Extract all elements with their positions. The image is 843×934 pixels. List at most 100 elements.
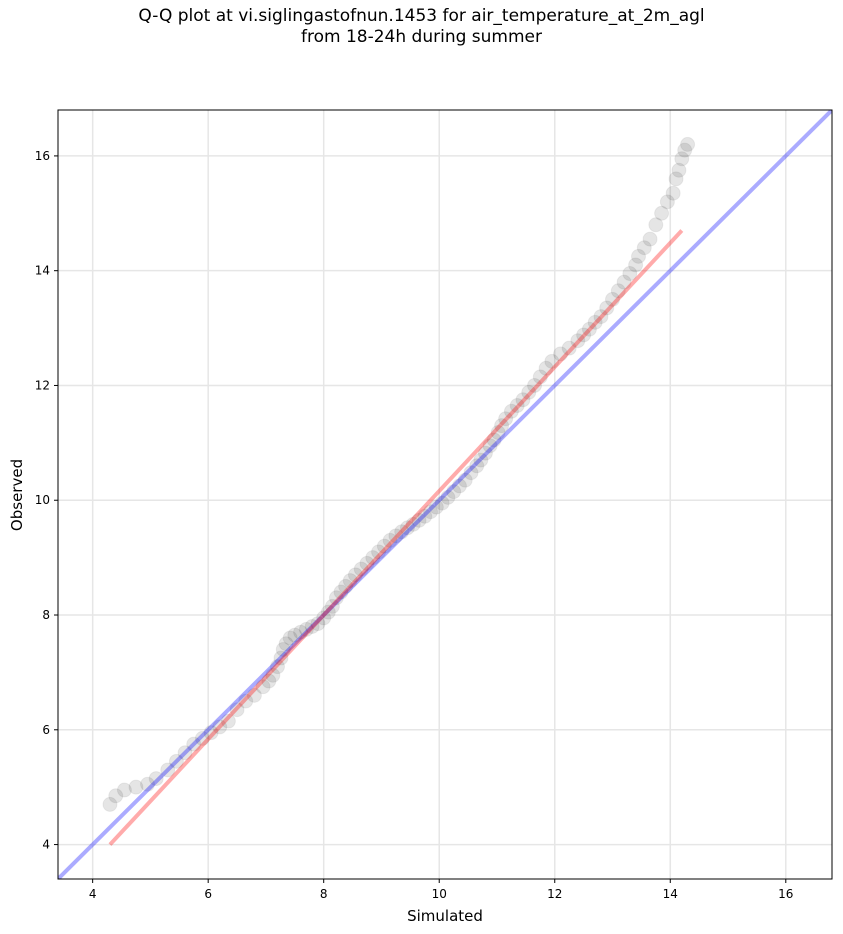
quantile-point [587,314,603,330]
quantile-point [148,771,164,787]
x-axis-label: Simulated [407,907,483,925]
chart-title: Q-Q plot at vi.siglingastofnun.1453 for … [0,6,843,48]
y-tick-label: 10 [35,493,50,507]
chart-title-line-2: from 18-24h during summer [301,27,542,47]
x-tick-label: 4 [89,887,97,901]
x-tick-label: 12 [547,887,562,901]
reference-lines [58,110,832,879]
quantile-point [509,398,525,414]
quantile-point [680,136,696,152]
quantile-point [576,327,592,343]
quantile-point [668,171,684,187]
quantile-point [246,687,262,703]
quantile-point [128,779,144,795]
quantile-point [482,438,498,454]
quantile-point [338,578,354,594]
y-tick-label: 8 [42,608,50,622]
fit-line [108,229,684,846]
quantile-point [659,194,675,210]
quantile-point [269,659,285,675]
quantile-point [440,489,456,505]
quantile-point [293,624,309,640]
quantile-point [108,788,124,804]
quantile-point [168,753,184,769]
quantile-point [599,300,615,316]
x-tick-label: 8 [320,887,328,901]
plot-frame [57,109,833,880]
quantile-point [428,499,444,515]
quantile-point [365,550,381,566]
quantile-point [486,432,502,448]
quantile-point [371,544,387,560]
quantile-point [446,484,462,500]
quantile-point [622,266,638,282]
quantile-point [636,240,652,256]
quantile-point [423,504,439,520]
chart-title-line-1: Q-Q plot at vi.siglingastofnun.1453 for … [138,6,705,26]
quantile-point [255,679,271,695]
quantile-point [140,776,156,792]
quantile-point [610,283,626,299]
quantile-points [102,136,696,812]
quantile-point [116,782,132,798]
quantile-point [382,532,398,548]
quantile-point [273,650,289,666]
quantile-point [405,516,421,532]
quantile-point [376,538,392,554]
quantile-point [320,604,336,620]
quantile-point [532,369,548,385]
y-tick-label: 4 [42,838,50,852]
quantile-point [359,555,375,571]
quantile-point [275,641,291,657]
quantile-point [538,360,554,376]
quantile-point [570,333,586,349]
quantile-point [265,667,281,683]
quantile-point [473,452,489,468]
quantile-point [388,528,404,544]
quantile-point [417,508,433,524]
quantile-point [203,725,219,741]
quantile-point [527,377,543,393]
quantile-point [553,346,569,362]
y-tick-label: 6 [42,723,50,737]
quantile-point [238,693,254,709]
y-tick-label: 16 [35,149,50,163]
quantile-point [490,425,506,441]
quantile-point [287,627,303,643]
x-tick-label: 14 [663,887,678,901]
axis-ticks: 4 6 8 10 12 14 16 4 6 8 10 12 14 16 [35,149,794,901]
y-tick-label: 12 [35,378,50,392]
quantile-point [177,745,193,761]
quantile-point [353,561,369,577]
quantile-point [411,512,427,528]
quantile-point [503,403,519,419]
quantile-point [494,418,510,434]
quantile-point [477,445,493,461]
y-tick-label: 14 [35,264,50,278]
quantile-point [463,465,479,481]
quantile-point [220,713,236,729]
identity-line [58,110,832,879]
quantile-point [457,472,473,488]
quantile-point [648,217,664,233]
quantile-point [304,618,320,634]
quantile-point [316,610,332,626]
quantile-point [342,573,358,589]
quantile-point [521,384,537,400]
quantile-point [581,321,597,337]
quantile-point [212,719,228,735]
quantile-point [593,309,609,325]
quantile-point [628,257,644,273]
quantile-point [561,340,577,356]
quantile-point [605,291,621,307]
quantile-point [544,353,560,369]
quantile-point [278,636,294,652]
quantile-point [677,142,693,158]
quantile-point [261,673,277,689]
quantile-point [631,248,646,264]
quantile-point [642,231,658,247]
quantile-point [347,567,363,583]
x-tick-label: 10 [432,887,447,901]
quantile-point [654,205,670,221]
